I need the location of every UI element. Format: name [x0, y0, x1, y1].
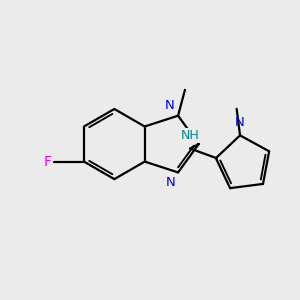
- Text: N: N: [166, 176, 176, 189]
- Text: F: F: [44, 154, 52, 169]
- Text: NH: NH: [181, 129, 200, 142]
- Text: N: N: [165, 99, 175, 112]
- Text: N: N: [235, 116, 245, 129]
